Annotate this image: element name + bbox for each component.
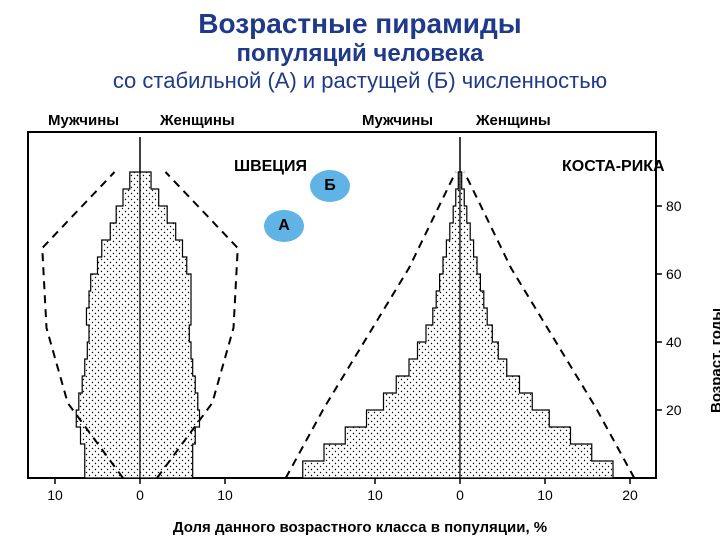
country-left: ШВЕЦИЯ — [234, 158, 307, 176]
title-main: Возрастные пирамиды — [10, 8, 710, 40]
svg-text:10: 10 — [217, 487, 233, 503]
svg-text:60: 60 — [666, 266, 682, 282]
chart-area: 20406080100101001020 Мужчины Женщины Муж… — [10, 108, 710, 538]
svg-text:80: 80 — [666, 198, 682, 214]
gender-left-female: Женщины — [160, 112, 235, 129]
svg-text:0: 0 — [456, 487, 464, 503]
title-block: Возрастные пирамиды популяций человека с… — [0, 0, 720, 98]
gender-right-female: Женщины — [476, 112, 551, 129]
x-axis-label: Доля данного возрастного класса в популя… — [10, 519, 710, 536]
gender-right-male: Мужчины — [362, 112, 433, 129]
title-sub: популяций человека — [10, 40, 710, 68]
gender-left-male: Мужчины — [48, 112, 119, 129]
svg-text:20: 20 — [666, 402, 682, 418]
svg-text:10: 10 — [367, 487, 383, 503]
country-right: КОСТА-РИКА — [562, 158, 665, 176]
badge-a-label: А — [278, 217, 290, 235]
badge-b-label: Б — [324, 177, 336, 195]
svg-text:10: 10 — [537, 487, 553, 503]
svg-text:40: 40 — [666, 334, 682, 350]
badge-b: Б — [310, 170, 350, 202]
y-axis-label: Возраст, годы — [708, 308, 720, 413]
badge-a: А — [264, 210, 304, 242]
svg-text:10: 10 — [47, 487, 63, 503]
svg-text:20: 20 — [622, 487, 638, 503]
svg-text:0: 0 — [136, 487, 144, 503]
title-desc: со стабильной (А) и растущей (Б) численн… — [10, 68, 710, 94]
